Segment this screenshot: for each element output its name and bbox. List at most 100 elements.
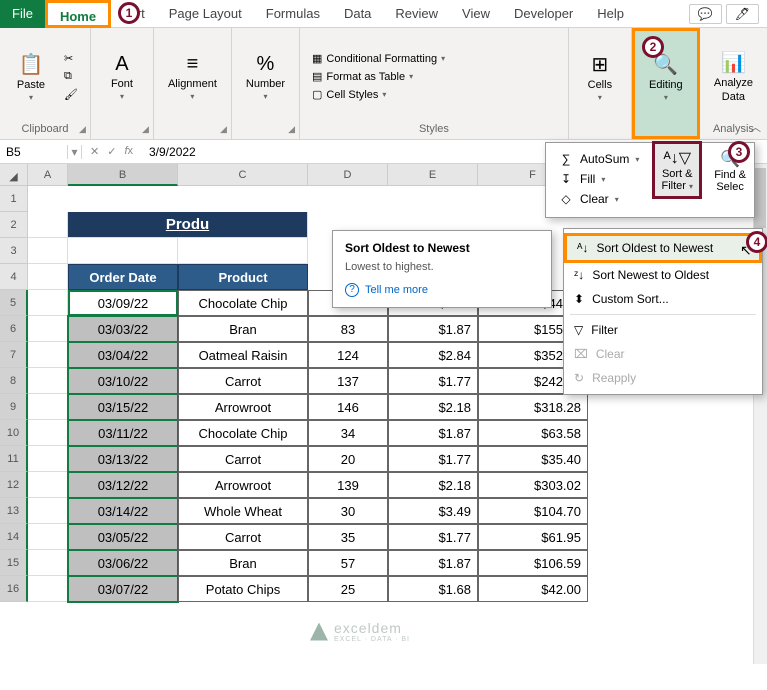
filter-button[interactable]: ▽Filter bbox=[564, 318, 762, 342]
cell-product[interactable]: Carrot bbox=[178, 524, 308, 550]
copy-button[interactable]: ⧉ bbox=[60, 69, 82, 84]
cell[interactable] bbox=[28, 446, 68, 472]
cell-qty[interactable]: 30 bbox=[308, 498, 388, 524]
cell-date[interactable]: 03/07/22 bbox=[68, 576, 178, 602]
cell[interactable] bbox=[28, 394, 68, 420]
cell-qty[interactable]: 35 bbox=[308, 524, 388, 550]
cell-price[interactable]: $1.77 bbox=[388, 368, 478, 394]
cell-product[interactable]: Carrot bbox=[178, 368, 308, 394]
row-header[interactable]: 2 bbox=[0, 212, 28, 238]
row-header[interactable]: 8 bbox=[0, 368, 28, 394]
cell[interactable] bbox=[28, 316, 68, 342]
cell-price[interactable]: $1.87 bbox=[388, 420, 478, 446]
cell-qty[interactable]: 25 bbox=[308, 576, 388, 602]
cell-date[interactable]: 03/10/22 bbox=[68, 368, 178, 394]
cell-qty[interactable]: 83 bbox=[308, 316, 388, 342]
row-header[interactable]: 3 bbox=[0, 238, 28, 264]
cell-date[interactable]: 03/03/22 bbox=[68, 316, 178, 342]
conditional-formatting-button[interactable]: ▦ Conditional Formatting ▾ bbox=[308, 51, 449, 66]
row-header[interactable]: 9 bbox=[0, 394, 28, 420]
row-header[interactable]: 16 bbox=[0, 576, 28, 602]
cell-product[interactable]: Bran bbox=[178, 316, 308, 342]
cell-total[interactable]: $318.28 bbox=[478, 394, 588, 420]
name-box-dropdown[interactable]: ▾ bbox=[68, 145, 82, 159]
cell[interactable] bbox=[28, 498, 68, 524]
cell-date[interactable]: 03/09/22 bbox=[68, 290, 178, 316]
cell-price[interactable]: $1.87 bbox=[388, 316, 478, 342]
cell-total[interactable]: $61.95 bbox=[478, 524, 588, 550]
cell-date[interactable]: 03/13/22 bbox=[68, 446, 178, 472]
cell-product[interactable]: Chocolate Chip bbox=[178, 290, 308, 316]
row-header[interactable]: 5 bbox=[0, 290, 28, 316]
tab-home[interactable]: Home bbox=[45, 0, 111, 28]
column-header[interactable]: D bbox=[308, 164, 388, 186]
cell[interactable] bbox=[28, 290, 68, 316]
cell-product[interactable]: Carrot bbox=[178, 446, 308, 472]
row-header[interactable]: 6 bbox=[0, 316, 28, 342]
tab-file[interactable]: File bbox=[0, 0, 45, 28]
cell-total[interactable]: $35.40 bbox=[478, 446, 588, 472]
cancel-formula-button[interactable]: ✕ bbox=[90, 145, 99, 158]
cell-total[interactable]: $63.58 bbox=[478, 420, 588, 446]
cell[interactable] bbox=[28, 524, 68, 550]
cell-qty[interactable]: 34 bbox=[308, 420, 388, 446]
alignment-button[interactable]: ≡Alignment▾ bbox=[162, 49, 223, 105]
format-as-table-button[interactable]: ▤ Format as Table ▾ bbox=[308, 69, 449, 84]
row-header[interactable]: 10 bbox=[0, 420, 28, 446]
cell[interactable] bbox=[28, 576, 68, 602]
custom-sort-button[interactable]: ⬍Custom Sort... bbox=[564, 287, 762, 311]
launcher-icon[interactable]: ◢ bbox=[79, 124, 86, 135]
row-header[interactable]: 7 bbox=[0, 342, 28, 368]
analyze-data-button[interactable]: 📊AnalyzeData bbox=[708, 46, 759, 107]
cell[interactable] bbox=[28, 368, 68, 394]
number-button[interactable]: %Number▾ bbox=[240, 49, 291, 105]
column-header[interactable]: A bbox=[28, 164, 68, 186]
row-header[interactable]: 4 bbox=[0, 264, 28, 290]
tab-data[interactable]: Data bbox=[332, 0, 383, 28]
tab-page-layout[interactable]: Page Layout bbox=[157, 0, 254, 28]
row-header[interactable]: 14 bbox=[0, 524, 28, 550]
row-header[interactable]: 13 bbox=[0, 498, 28, 524]
paste-button[interactable]: 📋 Paste ▾ bbox=[8, 48, 54, 106]
cell-total[interactable]: $104.70 bbox=[478, 498, 588, 524]
column-header[interactable]: C bbox=[178, 164, 308, 186]
cell-price[interactable]: $1.68 bbox=[388, 576, 478, 602]
cell[interactable] bbox=[28, 342, 68, 368]
cells-button[interactable]: ⊞Cells▾ bbox=[577, 48, 623, 106]
cell-total[interactable]: $303.02 bbox=[478, 472, 588, 498]
cell-price[interactable]: $2.18 bbox=[388, 472, 478, 498]
cell-total[interactable]: $42.00 bbox=[478, 576, 588, 602]
tell-me-more-link[interactable]: ?Tell me more bbox=[345, 283, 539, 297]
header-product[interactable]: Product bbox=[178, 264, 308, 290]
cell-styles-button[interactable]: ▢ Cell Styles ▾ bbox=[308, 87, 449, 102]
column-header[interactable]: B bbox=[68, 164, 178, 186]
collapse-ribbon-button[interactable]: ︿ bbox=[750, 119, 761, 135]
cell-total[interactable]: $106.59 bbox=[478, 550, 588, 576]
cell-date[interactable]: 03/11/22 bbox=[68, 420, 178, 446]
cell-date[interactable]: 03/14/22 bbox=[68, 498, 178, 524]
cell-qty[interactable]: 57 bbox=[308, 550, 388, 576]
cell-qty[interactable]: 137 bbox=[308, 368, 388, 394]
font-button[interactable]: AFont▾ bbox=[99, 49, 145, 105]
cell-date[interactable]: 03/06/22 bbox=[68, 550, 178, 576]
cell-date[interactable]: 03/05/22 bbox=[68, 524, 178, 550]
cell-product[interactable]: Whole Wheat bbox=[178, 498, 308, 524]
scrollbar-thumb[interactable] bbox=[754, 168, 766, 228]
cell-price[interactable]: $1.87 bbox=[388, 550, 478, 576]
tab-help[interactable]: Help bbox=[585, 0, 636, 28]
table-title[interactable]: Produ bbox=[68, 212, 308, 238]
cell-qty[interactable]: 139 bbox=[308, 472, 388, 498]
tab-formulas[interactable]: Formulas bbox=[254, 0, 332, 28]
cell-qty[interactable]: 124 bbox=[308, 342, 388, 368]
cell-price[interactable]: $1.77 bbox=[388, 524, 478, 550]
row-header[interactable]: 11 bbox=[0, 446, 28, 472]
cell-price[interactable]: $2.84 bbox=[388, 342, 478, 368]
cell-price[interactable]: $2.18 bbox=[388, 394, 478, 420]
cell-price[interactable]: $1.77 bbox=[388, 446, 478, 472]
cell-qty[interactable]: 20 bbox=[308, 446, 388, 472]
cell-price[interactable]: $3.49 bbox=[388, 498, 478, 524]
cell-product[interactable]: Potato Chips bbox=[178, 576, 308, 602]
format-painter-button[interactable]: 🖌 bbox=[60, 87, 82, 102]
row-header[interactable]: 1 bbox=[0, 186, 28, 212]
header-order-date[interactable]: Order Date bbox=[68, 264, 178, 290]
